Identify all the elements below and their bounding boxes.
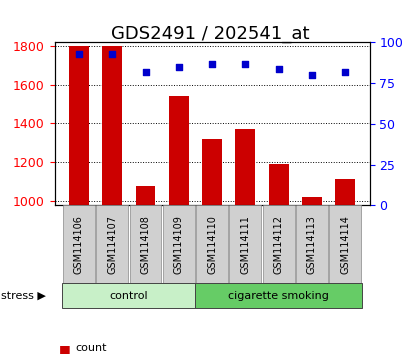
FancyBboxPatch shape <box>329 205 361 283</box>
FancyBboxPatch shape <box>63 205 95 283</box>
Text: GSM114109: GSM114109 <box>174 215 184 274</box>
Text: GSM114111: GSM114111 <box>240 215 250 274</box>
FancyBboxPatch shape <box>62 283 195 308</box>
Text: cigarette smoking: cigarette smoking <box>228 291 329 301</box>
Point <box>142 69 149 75</box>
Text: GDS2491 / 202541_at: GDS2491 / 202541_at <box>111 25 309 43</box>
Text: GSM114110: GSM114110 <box>207 215 217 274</box>
FancyBboxPatch shape <box>196 205 228 283</box>
Bar <box>102 46 122 205</box>
FancyBboxPatch shape <box>129 205 161 283</box>
Point <box>276 66 282 72</box>
Text: GSM114112: GSM114112 <box>274 215 284 274</box>
Bar <box>169 96 189 205</box>
Text: count: count <box>76 343 107 353</box>
Text: stress ▶: stress ▶ <box>1 291 46 301</box>
Text: GSM114113: GSM114113 <box>307 215 317 274</box>
Bar <box>136 186 155 205</box>
Bar <box>202 139 222 205</box>
FancyBboxPatch shape <box>263 205 295 283</box>
Point <box>242 61 249 67</box>
Bar <box>335 179 355 205</box>
FancyBboxPatch shape <box>195 283 362 308</box>
FancyBboxPatch shape <box>229 205 261 283</box>
FancyBboxPatch shape <box>296 205 328 283</box>
FancyBboxPatch shape <box>163 205 195 283</box>
Bar <box>302 197 322 205</box>
Text: GSM114108: GSM114108 <box>141 215 150 274</box>
Bar <box>269 164 289 205</box>
Point <box>76 51 82 57</box>
Text: GSM114106: GSM114106 <box>74 215 84 274</box>
Point <box>176 64 182 70</box>
Text: control: control <box>110 291 148 301</box>
FancyBboxPatch shape <box>96 205 128 283</box>
Point <box>209 61 215 67</box>
Text: GSM114107: GSM114107 <box>107 215 117 274</box>
Point <box>109 51 116 57</box>
Text: GSM114114: GSM114114 <box>340 215 350 274</box>
Point <box>309 72 315 78</box>
Text: ■: ■ <box>59 343 71 354</box>
Bar <box>235 129 255 205</box>
Point <box>342 69 349 75</box>
Bar <box>69 46 89 205</box>
